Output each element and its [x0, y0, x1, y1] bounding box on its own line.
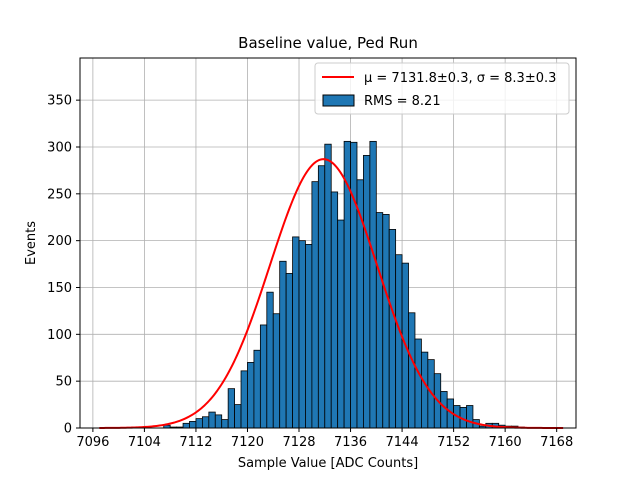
- x-tick-label: 7152: [437, 435, 470, 450]
- histogram-bar: [214, 414, 223, 429]
- histogram-bar: [201, 416, 210, 429]
- axis-ticks: 7096 7104 7112 7120 7128 7136 7144 7152 7160 7168…: [47, 94, 573, 450]
- histogram-bar: [272, 313, 281, 429]
- histogram-bar: [350, 141, 358, 429]
- histogram-bar: [240, 370, 248, 429]
- chart-title: Baseline value, Ped Run: [238, 34, 418, 52]
- histogram-bar: [388, 229, 397, 429]
- histogram-bar: [292, 236, 300, 429]
- histogram-bar: [324, 143, 332, 429]
- x-axis-label: Sample Value [ADC Counts]: [238, 456, 418, 471]
- histogram-bar: [208, 411, 216, 429]
- histogram-bar: [317, 165, 326, 429]
- histogram-bar: [247, 362, 255, 429]
- histogram-bar: [279, 260, 287, 429]
- histogram-bar: [395, 254, 403, 429]
- histogram-bar: [363, 155, 371, 429]
- y-axis-label: Events: [24, 221, 39, 265]
- histogram-bar: [305, 244, 313, 429]
- histogram-bar: [182, 422, 190, 429]
- y-tick-label: 200: [47, 234, 72, 249]
- histogram-bar: [414, 338, 422, 429]
- legend-fit-label-sigma: σ = 8.3±0.3: [477, 71, 557, 86]
- histogram-bar: [195, 418, 203, 429]
- x-tick-label: 7160: [489, 435, 522, 450]
- y-tick-label: 50: [55, 375, 72, 390]
- histogram-bar: [227, 388, 235, 429]
- histogram-bars: [131, 140, 525, 429]
- histogram-bar: [375, 212, 384, 429]
- histogram-bar: [369, 140, 377, 429]
- legend-fit-label-mu: μ = 7131.8±0.3,: [364, 71, 477, 86]
- plot-frame: [79, 57, 577, 429]
- histogram-bar: [466, 405, 474, 429]
- legend-box: [314, 62, 570, 115]
- x-tick-label: 7144: [386, 435, 419, 450]
- histogram-bar: [259, 324, 268, 429]
- x-tick-label: 7136: [334, 435, 367, 450]
- y-tick-label: 250: [47, 187, 72, 202]
- y-tick-label: 300: [47, 140, 72, 155]
- gaussian-fit-curve: [99, 158, 564, 429]
- x-tick-label: 7168: [540, 435, 573, 450]
- histogram-bar: [311, 181, 319, 429]
- x-tick-label: 7120: [231, 435, 264, 450]
- histogram-bar: [234, 404, 242, 429]
- y-tick-label: 350: [47, 94, 72, 109]
- legend: μ = 7131.8±0.3, σ = 8.3±0.3 RMS = 8.21: [314, 62, 570, 115]
- x-tick-label: 7104: [128, 435, 161, 450]
- legend-fit-label: μ = 7131.8±0.3, σ = 8.3±0.3: [364, 71, 556, 86]
- histogram-bar: [266, 291, 274, 429]
- legend-rms-swatch: [322, 94, 355, 107]
- y-tick-label: 100: [47, 328, 72, 343]
- histogram-bar: [337, 219, 345, 429]
- histogram-bar: [421, 351, 429, 429]
- x-tick-label: 7128: [282, 435, 315, 450]
- histogram-bar: [330, 191, 339, 429]
- legend-rms-label: RMS = 8.21: [364, 94, 441, 109]
- histogram-bar: [285, 273, 293, 429]
- y-tick-label: 150: [47, 281, 72, 296]
- histogram-bar: [382, 214, 390, 429]
- x-tick-label: 7096: [76, 435, 109, 450]
- histogram-bar: [298, 240, 306, 429]
- histogram-bar: [408, 312, 416, 429]
- histogram-bar: [253, 349, 261, 429]
- histogram-bar: [189, 421, 197, 429]
- x-tick-label: 7112: [179, 435, 212, 450]
- y-tick-label: 0: [64, 422, 72, 437]
- histogram-bar: [221, 419, 229, 429]
